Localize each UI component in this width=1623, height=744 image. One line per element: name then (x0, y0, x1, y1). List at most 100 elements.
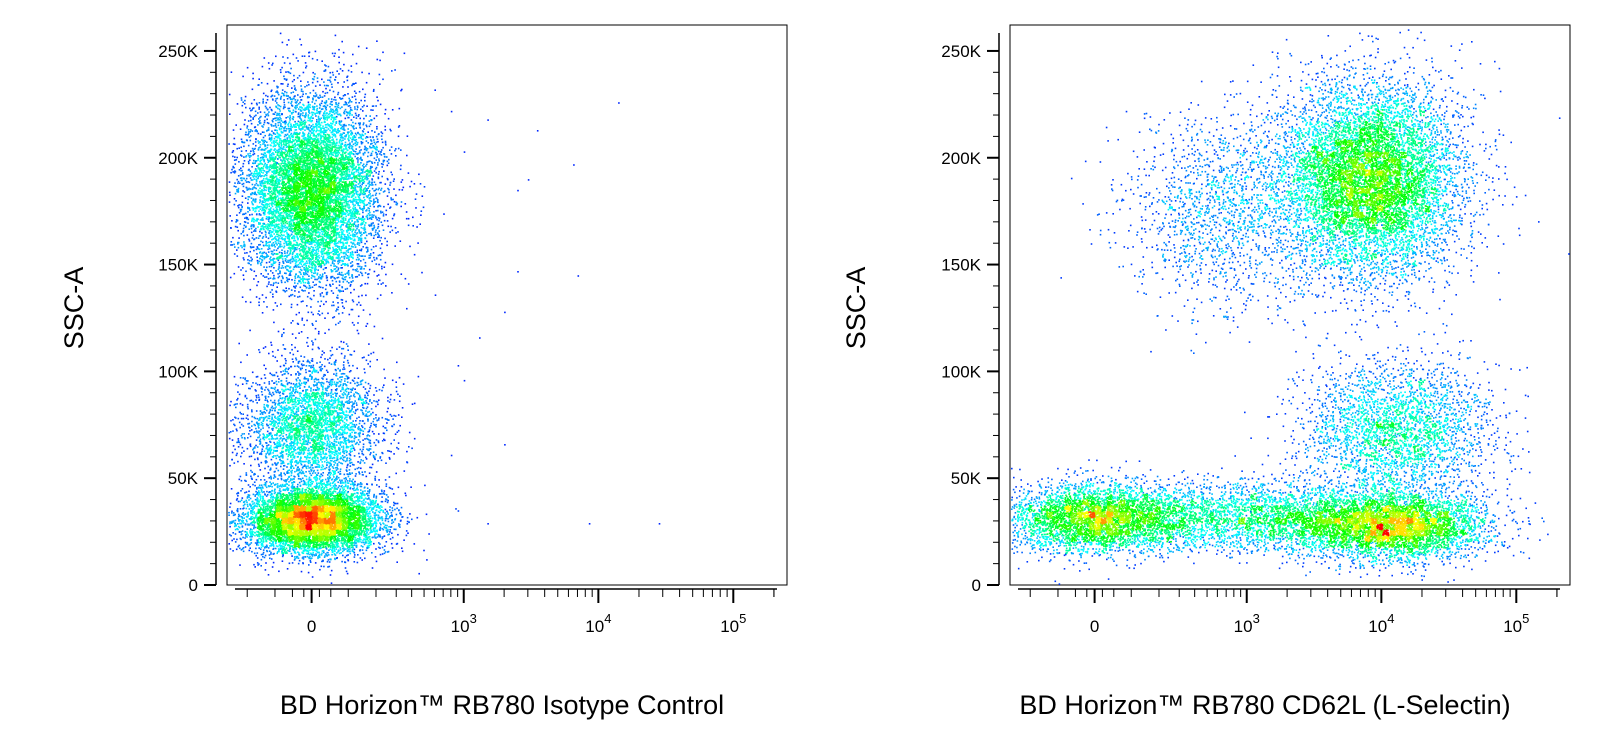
event-point (313, 276, 316, 278)
event-point (266, 203, 269, 205)
event-point (313, 239, 316, 242)
event-point (312, 267, 314, 269)
event-point (323, 200, 325, 202)
event-point (265, 276, 268, 278)
event-point (299, 286, 302, 289)
event-point (309, 233, 312, 235)
event-point (323, 164, 325, 166)
event-point (312, 250, 314, 253)
event-point (314, 50, 317, 53)
event-point (267, 203, 270, 206)
event-point (335, 280, 338, 283)
event-point (320, 251, 323, 254)
event-point (344, 117, 347, 120)
event-point (301, 200, 303, 202)
event-point (291, 105, 294, 107)
event-point (290, 173, 292, 175)
event-point (260, 82, 263, 84)
event-point (325, 214, 328, 216)
event-point (237, 246, 240, 249)
event-point (326, 139, 328, 142)
event-point (377, 283, 379, 285)
event-point (285, 243, 288, 245)
event-point (368, 268, 371, 271)
event-point (312, 144, 315, 146)
event-point (337, 113, 340, 116)
event-point (232, 129, 235, 131)
event-point (336, 106, 338, 108)
event-point (353, 135, 355, 137)
event-point (364, 242, 366, 245)
event-point (280, 219, 282, 222)
event-point (388, 158, 390, 161)
event-point (275, 270, 277, 272)
event-point (366, 196, 369, 199)
event-point (368, 185, 370, 188)
event-point (338, 142, 341, 144)
event-point (282, 56, 284, 58)
event-point (293, 158, 296, 160)
event-point (337, 131, 340, 134)
event-point (372, 222, 374, 224)
event-point (292, 109, 295, 111)
event-point (335, 157, 338, 160)
event-point (366, 178, 368, 181)
event-point (331, 86, 333, 88)
event-point (369, 184, 371, 186)
event-point (272, 170, 275, 172)
event-point (323, 198, 326, 201)
event-point (238, 169, 241, 171)
event-point (274, 111, 277, 114)
event-point (309, 253, 312, 256)
event-point (295, 285, 297, 287)
event-point (279, 272, 281, 275)
event-point (354, 142, 356, 144)
event-point (392, 198, 394, 201)
event-point (357, 131, 359, 134)
event-point (269, 209, 272, 211)
event-point (268, 244, 270, 246)
event-point (359, 201, 362, 204)
event-point (400, 201, 403, 203)
event-point (321, 185, 323, 188)
event-point (299, 132, 301, 134)
event-point (354, 231, 356, 233)
event-point (318, 182, 320, 184)
event-point (279, 69, 282, 71)
event-point (351, 169, 354, 171)
event-point (275, 141, 277, 144)
event-point (292, 136, 294, 139)
event-point (327, 79, 329, 81)
event-point (327, 207, 330, 210)
event-point (272, 238, 275, 240)
event-point (299, 38, 301, 41)
event-point (351, 145, 354, 148)
event-point (319, 196, 322, 198)
event-point (320, 132, 322, 134)
event-point (307, 254, 309, 257)
event-point (296, 135, 299, 137)
event-point (290, 217, 292, 220)
event-point (352, 166, 354, 168)
event-point (342, 277, 344, 280)
event-point (311, 144, 314, 146)
event-point (332, 151, 334, 154)
event-point (305, 194, 307, 196)
event-point (357, 239, 360, 242)
event-point (253, 99, 256, 101)
event-point (255, 180, 258, 182)
event-point (262, 201, 264, 203)
event-point (330, 226, 332, 229)
event-point (299, 117, 301, 119)
event-point (373, 211, 375, 213)
event-point (301, 204, 303, 207)
event-point (294, 229, 297, 232)
event-point (251, 179, 254, 181)
event-point (363, 218, 366, 220)
event-point (371, 162, 374, 164)
event-point (398, 125, 401, 127)
event-point (262, 196, 265, 198)
event-point (350, 130, 352, 132)
event-point (350, 65, 353, 67)
event-point (318, 107, 321, 109)
